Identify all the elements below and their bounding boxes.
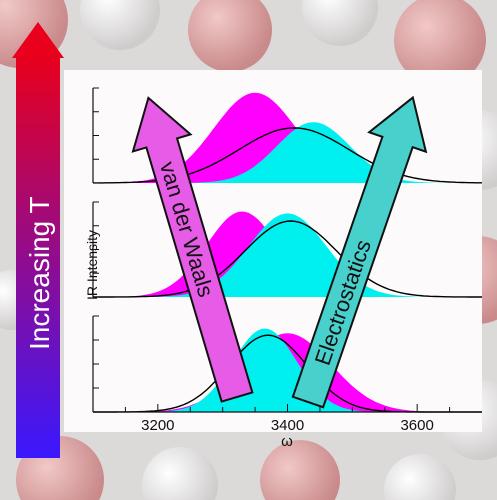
x-axis-label: ω (281, 433, 293, 450)
temperature-label: Increasing T (24, 196, 55, 350)
x-tick-label-3400: 3400 (271, 417, 304, 434)
temperature-arrow: Increasing T (12, 22, 64, 458)
x-tick-label-3600: 3600 (400, 417, 433, 434)
y-axis-label: IR Intensity (84, 230, 100, 300)
x-tick-label-3200: 3200 (141, 417, 174, 434)
temperature-arrowhead (12, 22, 64, 58)
